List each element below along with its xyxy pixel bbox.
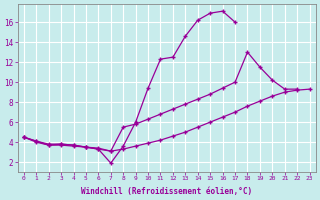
X-axis label: Windchill (Refroidissement éolien,°C): Windchill (Refroidissement éolien,°C) [81,187,252,196]
